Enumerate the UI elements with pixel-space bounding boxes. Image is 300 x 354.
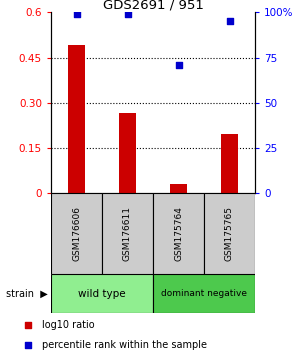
Point bbox=[227, 18, 232, 23]
Text: GSM175765: GSM175765 bbox=[225, 206, 234, 261]
Text: GSM176606: GSM176606 bbox=[72, 206, 81, 261]
Bar bbox=[220, 134, 238, 193]
Text: strain  ▶: strain ▶ bbox=[6, 289, 48, 299]
Text: GSM175764: GSM175764 bbox=[174, 206, 183, 261]
Bar bbox=[153, 193, 204, 274]
Bar bbox=[51, 193, 102, 274]
Bar bbox=[153, 274, 255, 313]
Text: log10 ratio: log10 ratio bbox=[42, 320, 95, 330]
Point bbox=[176, 62, 181, 68]
Text: dominant negative: dominant negative bbox=[161, 289, 247, 298]
Point bbox=[125, 11, 130, 17]
Text: wild type: wild type bbox=[78, 289, 126, 299]
Point bbox=[74, 11, 79, 17]
Point bbox=[26, 342, 30, 348]
Bar bbox=[68, 46, 85, 193]
Text: GSM176611: GSM176611 bbox=[123, 206, 132, 261]
Bar bbox=[102, 193, 153, 274]
Bar bbox=[169, 184, 188, 193]
Bar bbox=[118, 113, 136, 193]
Title: GDS2691 / 951: GDS2691 / 951 bbox=[103, 0, 203, 11]
Bar bbox=[204, 193, 255, 274]
Bar bbox=[51, 274, 153, 313]
Point bbox=[26, 322, 30, 327]
Text: percentile rank within the sample: percentile rank within the sample bbox=[42, 340, 207, 350]
